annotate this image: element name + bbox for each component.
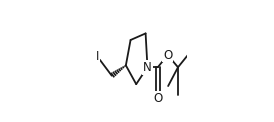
Text: O: O (163, 49, 172, 61)
Text: O: O (153, 92, 162, 105)
Text: N: N (143, 61, 152, 74)
Text: I: I (96, 50, 99, 63)
